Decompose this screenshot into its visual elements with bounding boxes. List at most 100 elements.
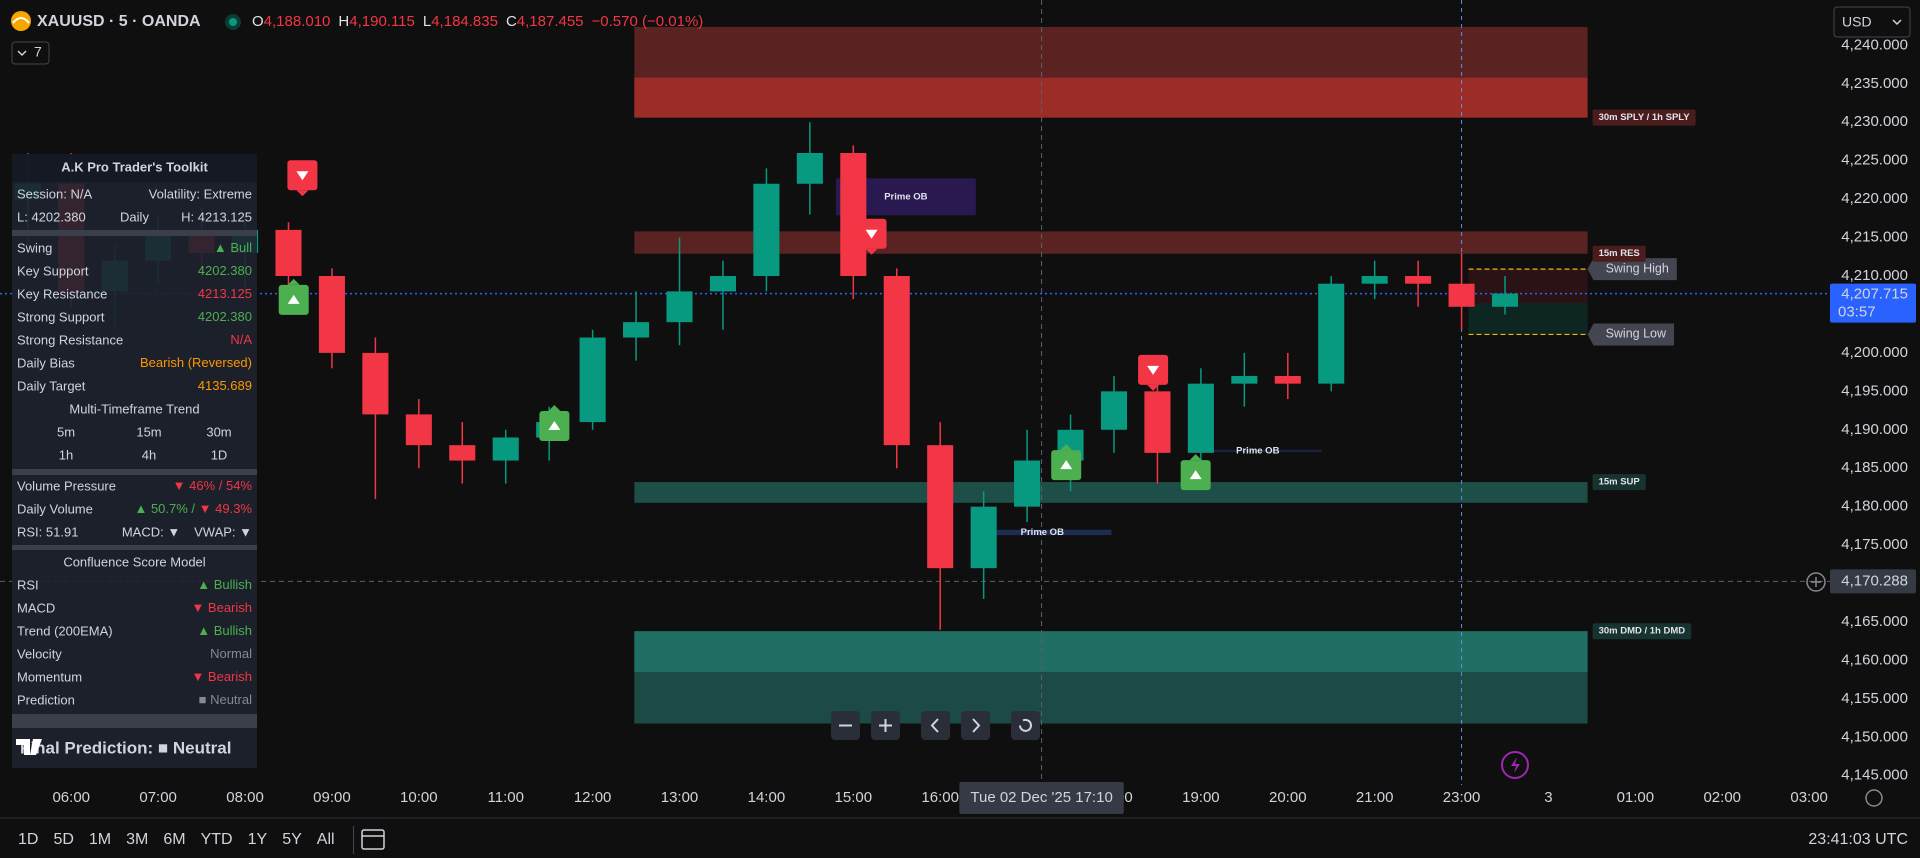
signal-arrow bbox=[548, 420, 561, 430]
zone bbox=[634, 631, 1588, 672]
panel-value-part: ▼ Bearish bbox=[191, 600, 252, 615]
ohlc-value: 4,188.010 bbox=[264, 13, 331, 30]
signal-pointer bbox=[1060, 444, 1073, 451]
candle-body bbox=[1491, 293, 1519, 307]
reset-button[interactable] bbox=[1011, 711, 1040, 740]
currency-select[interactable] bbox=[1833, 6, 1911, 38]
zone-label-box bbox=[1592, 623, 1692, 640]
order-block bbox=[1193, 449, 1322, 453]
x-tick-label: 15:00 bbox=[835, 789, 873, 806]
signal-arrow bbox=[296, 171, 309, 181]
x-tick-label: 19:00 bbox=[1182, 789, 1220, 806]
candle-body bbox=[275, 229, 302, 277]
indicator-toggle[interactable] bbox=[11, 41, 50, 65]
panel-cell: VWAP: ▼ bbox=[194, 524, 252, 539]
final-prediction: Final Prediction: ■ Neutral bbox=[20, 738, 231, 757]
panel-value: ▲ 50.7% / ▼ 49.3% bbox=[134, 501, 252, 516]
indicator-count: 7 bbox=[34, 44, 42, 60]
plot-area: Prime OB Prime OB Prime OB Swing High Swing … bbox=[0, 0, 1830, 785]
price-change: −0.570 (−0.01%) bbox=[592, 13, 704, 30]
panel-cell: L: 4202.380 bbox=[17, 209, 86, 224]
x-tick-label: 11:00 bbox=[488, 789, 524, 806]
panel-value: ▲ Bullish bbox=[197, 623, 252, 638]
panel-section-title: Confluence Score Model bbox=[63, 554, 205, 569]
signal-pointer bbox=[548, 404, 561, 411]
zone-label-box bbox=[1592, 109, 1696, 126]
panel-label: Momentum bbox=[17, 669, 82, 684]
scroll-right-button[interactable] bbox=[961, 711, 990, 740]
last-price-box bbox=[1830, 283, 1916, 323]
crosshair-date-box bbox=[959, 782, 1124, 814]
panel-value: 4202.380 bbox=[198, 309, 252, 324]
swing-label: Swing Low bbox=[1606, 327, 1667, 341]
add-price-button[interactable] bbox=[1806, 572, 1826, 592]
panel-value: ▼ 46% / 54% bbox=[173, 478, 253, 493]
plus-icon bbox=[1811, 577, 1821, 587]
candle-body bbox=[927, 445, 954, 569]
settings-button[interactable] bbox=[1865, 789, 1883, 807]
range-button[interactable]: 1M bbox=[89, 831, 111, 848]
signal-arrow bbox=[1147, 365, 1160, 375]
date-range-button[interactable] bbox=[361, 829, 385, 850]
y-tick-label: 4,150.000 bbox=[1841, 728, 1908, 745]
y-tick-label: 4,215.000 bbox=[1841, 229, 1908, 246]
range-button[interactable]: 1D bbox=[18, 831, 38, 848]
symbol[interactable]: XAUUSD · 5 · OANDA bbox=[37, 13, 201, 30]
scroll-left-button[interactable] bbox=[921, 711, 950, 740]
bottom-toolbar: 1D 5D 1M 3M 6M YTD 1Y 5Y All bbox=[18, 826, 355, 854]
x-tick-label: 16:00 bbox=[921, 789, 959, 806]
panel-value-part: Bearish (Reversed) bbox=[140, 355, 252, 370]
y-tick-label: 4,145.000 bbox=[1841, 767, 1908, 784]
signal-pointer bbox=[1189, 454, 1202, 461]
panel-value: ■ Neutral bbox=[199, 692, 252, 707]
panel-value-part: 4202.380 bbox=[198, 309, 252, 324]
left-icon bbox=[930, 718, 939, 733]
buy-signal bbox=[539, 404, 570, 441]
range-button[interactable]: 3M bbox=[126, 831, 148, 848]
panel-value-part: ■ Neutral bbox=[199, 692, 252, 707]
x-tick-label: 13:00 bbox=[661, 789, 699, 806]
y-tick-label: 4,210.000 bbox=[1841, 267, 1908, 284]
range-button[interactable]: 1Y bbox=[248, 831, 268, 848]
range-button[interactable]: All bbox=[317, 831, 335, 848]
y-tick-label: 4,165.000 bbox=[1841, 613, 1908, 630]
panel-separator bbox=[12, 469, 257, 475]
bar-countdown: 03:57 bbox=[1838, 304, 1876, 321]
candle-body bbox=[1231, 375, 1258, 384]
range-button[interactable]: 5Y bbox=[282, 831, 302, 848]
x-tick-label: 02:00 bbox=[1703, 789, 1741, 806]
right-icon bbox=[972, 718, 981, 733]
panel-value-part: Normal bbox=[210, 646, 252, 661]
candle-body bbox=[1187, 383, 1214, 453]
y-tick-label: 4,200.000 bbox=[1841, 344, 1908, 361]
crosshair-date: Tue 02 Dec '25 17:10 bbox=[970, 789, 1112, 806]
x-tick-label: 12:00 bbox=[574, 789, 612, 806]
y-tick-label: 4,220.000 bbox=[1841, 190, 1908, 207]
order-block bbox=[973, 529, 1112, 536]
ohlc-value: 4,184.835 bbox=[431, 13, 498, 30]
panel-label: Trend (200EMA) bbox=[17, 623, 113, 638]
x-tick-label: 23:00 bbox=[1443, 789, 1481, 806]
panel-label: Key Support bbox=[17, 263, 89, 278]
panel-separator bbox=[12, 230, 257, 236]
alert-button[interactable] bbox=[1501, 751, 1529, 779]
range-button[interactable]: 6M bbox=[163, 831, 185, 848]
range-button[interactable]: 5D bbox=[53, 831, 73, 848]
range-button[interactable]: YTD bbox=[201, 831, 233, 848]
symbol-logo-mark bbox=[12, 17, 30, 24]
order-block-label: Prime OB bbox=[1021, 527, 1064, 538]
panel-value-part: 4135.689 bbox=[198, 378, 252, 393]
zone-label: 30m SPLY / 1h SPLY bbox=[1599, 112, 1691, 123]
signal-pointer bbox=[865, 248, 878, 255]
signal-pointer bbox=[287, 278, 300, 285]
panel-value-part: ▼ 46% / 54% bbox=[173, 478, 253, 493]
panel-separator bbox=[12, 545, 257, 550]
zone bbox=[1468, 269, 1588, 303]
panel-cell: 30m bbox=[206, 424, 231, 439]
zone bbox=[1468, 302, 1588, 335]
candle-body bbox=[1100, 391, 1128, 430]
candle-body bbox=[1318, 283, 1345, 384]
panel-value: 4202.380 bbox=[198, 263, 252, 278]
order-block-label: Prime OB bbox=[1236, 445, 1279, 456]
